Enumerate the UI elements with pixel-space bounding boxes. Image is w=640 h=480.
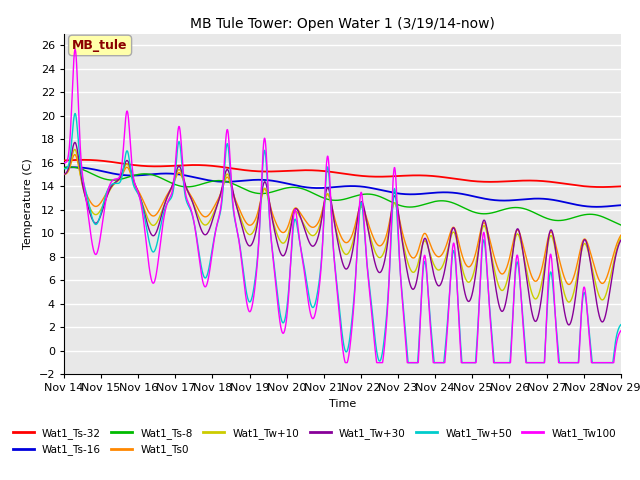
Wat1_Ts-8 — [546, 216, 554, 222]
Wat1_Ts-32 — [79, 157, 87, 163]
Wat1_Tw100 — [71, 47, 79, 52]
Line: Wat1_Tw+10: Wat1_Tw+10 — [64, 149, 621, 302]
Wat1_Tw+30 — [617, 237, 625, 243]
Wat1_Ts-8 — [124, 174, 132, 180]
Wat1_Ts0 — [546, 229, 554, 235]
Wat1_Tw+10 — [124, 161, 132, 167]
Wat1_Ts0 — [71, 152, 79, 157]
Wat1_Tw+30 — [157, 216, 164, 221]
Wat1_Ts0 — [60, 171, 68, 177]
Text: MB_tule: MB_tule — [72, 39, 128, 52]
Wat1_Tw+10 — [565, 299, 573, 305]
Wat1_Ts-8 — [298, 186, 306, 192]
Wat1_Ts-32 — [606, 184, 614, 190]
Wat1_Ts-32 — [617, 183, 625, 189]
Wat1_Ts0 — [617, 232, 625, 238]
Wat1_Tw+10 — [606, 275, 614, 280]
Wat1_Ts-16 — [617, 203, 625, 208]
Wat1_Ts0 — [565, 282, 573, 288]
Line: Wat1_Ts-16: Wat1_Ts-16 — [64, 167, 621, 207]
Wat1_Tw100 — [60, 160, 68, 166]
Wat1_Ts-16 — [157, 171, 164, 177]
Wat1_Ts-8 — [157, 175, 164, 181]
Wat1_Ts-16 — [298, 184, 306, 190]
Wat1_Tw100 — [342, 360, 349, 366]
Wat1_Tw+30 — [124, 158, 132, 164]
Wat1_Tw+50 — [71, 110, 79, 116]
Wat1_Ts-32 — [124, 161, 132, 167]
Wat1_Ts-8 — [606, 217, 614, 223]
Wat1_Tw+30 — [606, 286, 614, 291]
X-axis label: Time: Time — [329, 399, 356, 409]
Y-axis label: Temperature (C): Temperature (C) — [23, 158, 33, 250]
Legend: Wat1_Ts-32, Wat1_Ts-16, Wat1_Ts-8, Wat1_Ts0, Wat1_Tw+10, Wat1_Tw+30, Wat1_Tw+50,: Wat1_Ts-32, Wat1_Ts-16, Wat1_Ts-8, Wat1_… — [9, 424, 620, 459]
Wat1_Ts-32 — [598, 184, 605, 190]
Wat1_Tw+10 — [60, 171, 68, 177]
Wat1_Ts-32 — [546, 179, 554, 185]
Wat1_Ts-32 — [60, 157, 68, 163]
Wat1_Ts-16 — [274, 179, 282, 184]
Wat1_Ts-16 — [593, 204, 600, 210]
Wat1_Ts-8 — [617, 222, 625, 228]
Wat1_Ts-32 — [298, 168, 306, 173]
Title: MB Tule Tower: Open Water 1 (3/19/14-now): MB Tule Tower: Open Water 1 (3/19/14-now… — [190, 17, 495, 31]
Wat1_Ts-16 — [70, 164, 77, 170]
Wat1_Tw+50 — [404, 360, 412, 366]
Wat1_Tw+50 — [617, 322, 625, 328]
Wat1_Tw100 — [547, 252, 554, 258]
Wat1_Tw100 — [298, 252, 306, 258]
Line: Wat1_Tw+50: Wat1_Tw+50 — [64, 113, 621, 363]
Wat1_Tw+30 — [298, 218, 306, 224]
Wat1_Ts0 — [157, 204, 164, 210]
Wat1_Tw100 — [124, 110, 132, 116]
Wat1_Tw+30 — [60, 171, 68, 177]
Line: Wat1_Ts0: Wat1_Ts0 — [64, 155, 621, 285]
Wat1_Ts-16 — [606, 203, 614, 209]
Wat1_Tw+10 — [617, 235, 625, 240]
Wat1_Ts-16 — [124, 172, 132, 178]
Wat1_Tw+10 — [71, 146, 79, 152]
Wat1_Ts-8 — [60, 165, 68, 170]
Wat1_Tw100 — [274, 300, 282, 306]
Wat1_Ts-16 — [546, 196, 554, 202]
Wat1_Tw+30 — [71, 140, 79, 145]
Wat1_Ts0 — [298, 213, 306, 218]
Wat1_Tw+50 — [124, 149, 132, 155]
Line: Wat1_Tw+30: Wat1_Tw+30 — [64, 143, 621, 325]
Wat1_Tw+50 — [298, 251, 306, 256]
Wat1_Ts-8 — [274, 187, 282, 193]
Wat1_Ts-16 — [60, 165, 68, 170]
Wat1_Tw+10 — [157, 211, 164, 217]
Line: Wat1_Ts-8: Wat1_Ts-8 — [64, 167, 621, 225]
Wat1_Tw+50 — [274, 293, 282, 299]
Wat1_Ts-32 — [274, 168, 282, 174]
Wat1_Ts0 — [606, 264, 614, 269]
Wat1_Ts-8 — [67, 164, 74, 170]
Wat1_Tw+10 — [274, 233, 282, 239]
Wat1_Ts-32 — [157, 163, 164, 169]
Wat1_Tw+30 — [565, 322, 573, 328]
Wat1_Tw+30 — [274, 241, 282, 247]
Wat1_Ts0 — [124, 165, 132, 170]
Wat1_Tw+50 — [60, 166, 68, 171]
Wat1_Tw+30 — [546, 228, 554, 234]
Wat1_Tw100 — [157, 238, 164, 243]
Wat1_Tw100 — [606, 360, 614, 366]
Wat1_Ts0 — [274, 224, 282, 229]
Wat1_Tw100 — [617, 328, 625, 334]
Wat1_Tw+50 — [547, 270, 554, 276]
Wat1_Tw+10 — [298, 217, 306, 223]
Line: Wat1_Ts-32: Wat1_Ts-32 — [64, 160, 621, 187]
Wat1_Tw+50 — [606, 360, 614, 366]
Line: Wat1_Tw100: Wat1_Tw100 — [64, 49, 621, 363]
Wat1_Tw+50 — [157, 223, 164, 228]
Wat1_Tw+10 — [546, 233, 554, 239]
